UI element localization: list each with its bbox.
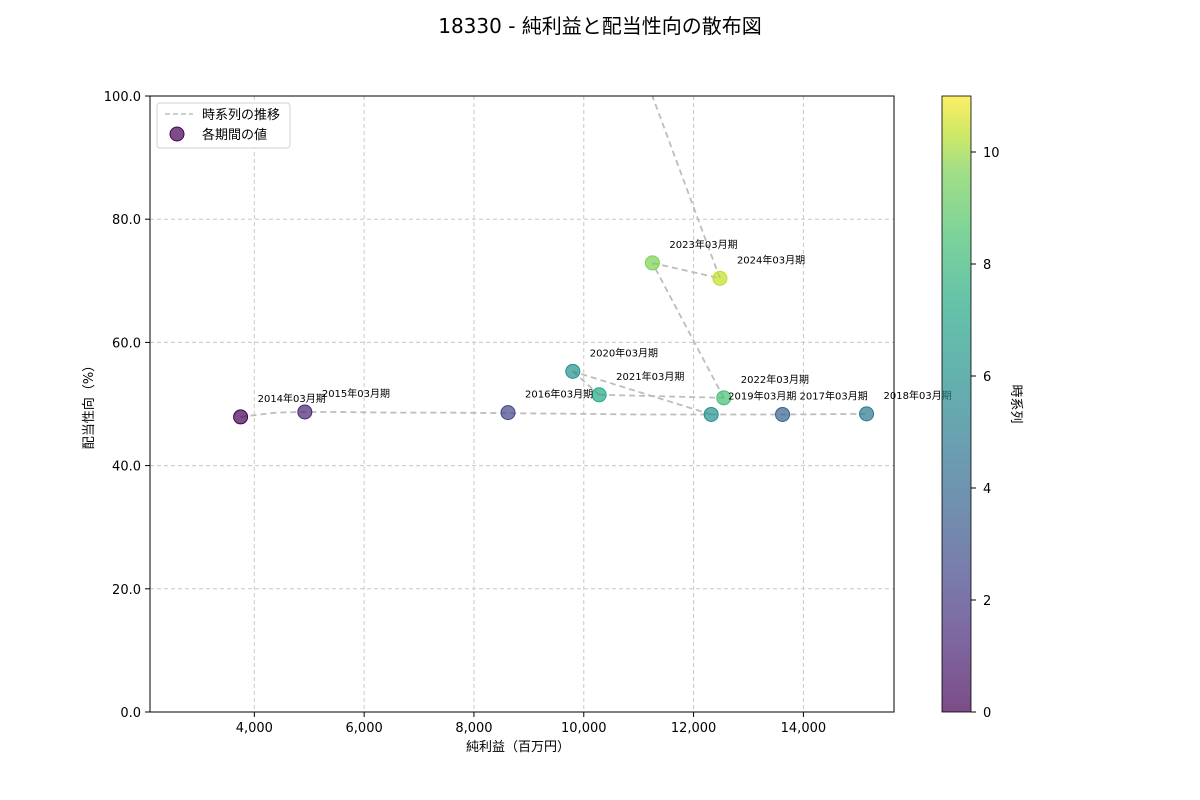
x-tick-label: 14,000 — [781, 721, 827, 736]
point-label: 2022年03月期 — [741, 373, 809, 386]
data-point — [712, 270, 728, 286]
point-label: 2016年03月期 — [525, 388, 593, 401]
data-point — [716, 390, 732, 406]
x-tick-label: 4,000 — [236, 721, 273, 736]
point-label: 2023年03月期 — [669, 238, 737, 251]
y-tick-label: 100.0 — [104, 90, 141, 105]
plot-frame — [149, 95, 895, 713]
legend: 時系列の推移 各期間の値 — [156, 102, 291, 149]
data-points — [233, 255, 875, 425]
point-label: 2024年03月期 — [737, 253, 805, 266]
point-label: 2014年03月期 — [258, 392, 326, 405]
point-label: 2019年03月期 — [728, 389, 796, 402]
y-axis-ticks: 0.0 20.0 40.0 60.0 80.0 100.0 — [104, 90, 150, 721]
colorbar-tick-label: 10 — [983, 146, 1000, 161]
x-tick-label: 8,000 — [455, 721, 492, 736]
data-point — [233, 409, 249, 425]
point-label: 2018年03月期 — [884, 389, 952, 402]
legend-line-label: 時系列の推移 — [202, 108, 280, 123]
trend-segment — [599, 393, 724, 399]
colorbar-tick-label: 8 — [983, 258, 991, 273]
colorbar-tick-label: 0 — [983, 706, 991, 721]
colorbar-tick-label: 2 — [983, 594, 991, 609]
y-tick-label: 80.0 — [112, 213, 141, 228]
trend-segment — [572, 370, 712, 416]
y-tick-label: 40.0 — [112, 460, 141, 475]
point-label: 2020年03月期 — [590, 346, 658, 359]
trend-segment — [651, 96, 721, 279]
colorbar-tick-label: 6 — [983, 370, 991, 385]
y-axis-label: 配当性向（%） — [81, 359, 97, 449]
y-tick-label: 0.0 — [120, 706, 141, 721]
y-tick-label: 60.0 — [112, 336, 141, 351]
x-axis-label: 純利益（百万円） — [466, 740, 570, 755]
x-tick-label: 6,000 — [346, 721, 383, 736]
point-label: 2017年03月期 — [800, 389, 868, 402]
data-point — [775, 406, 791, 422]
trend-line — [240, 96, 866, 418]
colorbar-ticks: 0 2 4 6 8 10 — [971, 146, 1000, 721]
point-label: 2021年03月期 — [616, 370, 684, 383]
data-point — [591, 387, 607, 403]
x-tick-label: 12,000 — [671, 721, 717, 736]
colorbar: 0 2 4 6 8 10 時系列 — [941, 95, 1023, 721]
x-axis-ticks: 4,000 6,000 8,000 10,000 12,000 14,000 — [236, 712, 826, 736]
point-label: 2015年03月期 — [322, 387, 390, 400]
x-tick-label: 10,000 — [561, 721, 607, 736]
data-point — [500, 405, 516, 421]
colorbar-label: 時系列 — [1008, 384, 1023, 423]
colorbar-tick-label: 4 — [983, 482, 991, 497]
legend-points-label: 各期間の値 — [202, 127, 267, 143]
trend-segment — [652, 262, 721, 280]
data-point — [297, 404, 313, 420]
y-tick-label: 20.0 — [112, 583, 141, 598]
data-point — [644, 255, 660, 271]
trend-path — [240, 411, 866, 418]
data-point — [703, 406, 719, 422]
chart-title: 18330 - 純利益と配当性向の散布図 — [438, 14, 762, 38]
colorbar-gradient — [941, 95, 972, 713]
trend-segment — [651, 262, 725, 399]
data-point — [565, 363, 581, 379]
data-point — [859, 406, 875, 422]
grid — [150, 96, 894, 712]
legend-point-swatch — [169, 126, 185, 142]
